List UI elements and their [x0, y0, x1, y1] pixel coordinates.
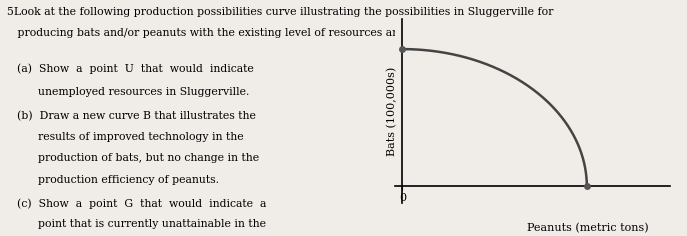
- Text: production of bats, but no change in the: production of bats, but no change in the: [17, 153, 259, 163]
- X-axis label: Peanuts (metric tons): Peanuts (metric tons): [526, 223, 649, 233]
- Text: producing bats and/or peanuts with the existing level of resources and technolog: producing bats and/or peanuts with the e…: [7, 28, 471, 38]
- Text: point that is currently unattainable in the: point that is currently unattainable in …: [17, 219, 266, 229]
- Y-axis label: Bats (100,000s): Bats (100,000s): [387, 66, 397, 156]
- Text: (c)  Show  a  point  G  that  would  indicate  a: (c) Show a point G that would indicate a: [17, 198, 267, 209]
- Text: results of improved technology in the: results of improved technology in the: [17, 132, 244, 142]
- Text: 5Look at the following production possibilities curve illustrating the possibili: 5Look at the following production possib…: [7, 7, 553, 17]
- Text: (a)  Show  a  point  U  that  would  indicate: (a) Show a point U that would indicate: [17, 64, 254, 74]
- Text: unemployed resources in Sluggerville.: unemployed resources in Sluggerville.: [17, 87, 249, 97]
- Text: (b)  Draw a new curve B that illustrates the: (b) Draw a new curve B that illustrates …: [17, 111, 256, 121]
- Text: production efficiency of peanuts.: production efficiency of peanuts.: [17, 175, 219, 185]
